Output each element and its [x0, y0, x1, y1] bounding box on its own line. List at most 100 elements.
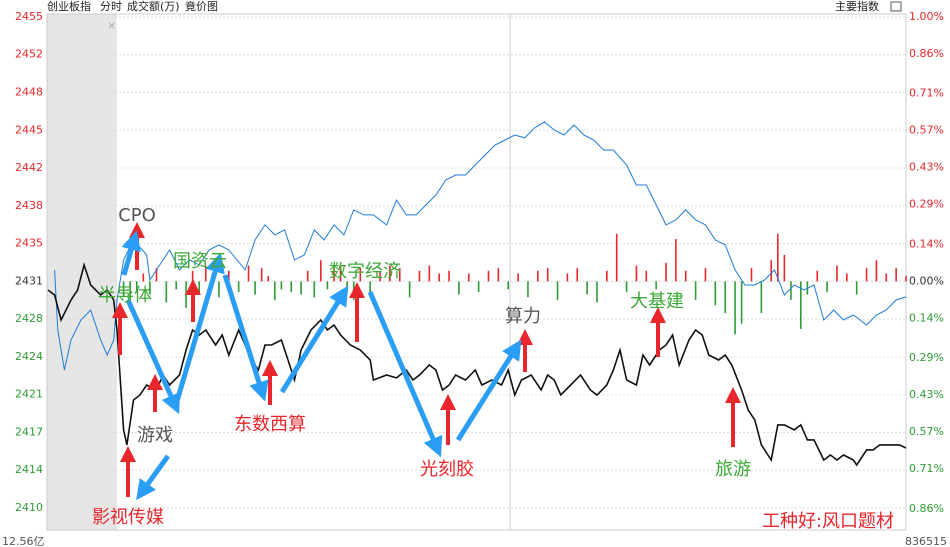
annotation: 半导体 [98, 285, 152, 306]
price-line [54, 121, 907, 371]
bar [734, 281, 736, 335]
bar [359, 268, 362, 282]
index-menu[interactable]: 主要指数 [835, 0, 879, 13]
bar [776, 233, 779, 282]
bar [346, 281, 348, 292]
bar [477, 281, 480, 292]
y2-tick-label: 0.14% [909, 311, 944, 324]
tab[interactable]: 成交额(万) [127, 0, 180, 13]
y-tick-label: 2414 [15, 463, 43, 476]
bar [675, 239, 677, 282]
bar [185, 281, 187, 308]
y-tick-label: 2435 [15, 237, 43, 250]
bar [770, 260, 773, 282]
bar [895, 268, 897, 282]
bar [816, 270, 819, 282]
bar [684, 270, 687, 282]
annotation: 游戏 [137, 425, 173, 446]
bar [227, 270, 230, 282]
menu-icon[interactable] [890, 1, 902, 12]
bar [379, 270, 381, 282]
bar [467, 273, 470, 282]
annotation: CPO [118, 205, 156, 226]
y2-tick-label: 0.29% [909, 198, 944, 211]
y2-tick-label: 0.86% [909, 502, 944, 515]
bar [507, 281, 510, 290]
bar [218, 281, 220, 298]
y-tick-label: 2428 [15, 312, 43, 325]
close-icon[interactable]: × [107, 19, 116, 32]
y-tick-label: 2442 [15, 161, 43, 174]
y-tick-label: 2410 [15, 501, 43, 514]
bar [905, 276, 907, 282]
bar [826, 281, 828, 292]
tab[interactable]: 分时 [100, 0, 122, 13]
bar [875, 260, 878, 282]
tab[interactable]: 竟价图 [185, 0, 218, 13]
bar [408, 281, 411, 298]
bar [724, 281, 726, 314]
bar [254, 281, 256, 295]
bar [556, 281, 559, 300]
y2-tick-label: 0.86% [909, 47, 944, 60]
bar [155, 268, 158, 282]
annotation: 光刻胶 [420, 459, 474, 480]
annotation: 旅游 [715, 459, 751, 480]
footer-right: 836515 [905, 535, 947, 547]
bar [135, 281, 138, 292]
bar [527, 281, 529, 298]
annotation: 算力 [505, 306, 541, 327]
bar [237, 281, 240, 292]
y2-tick-label: 0.71% [909, 462, 944, 475]
annotation: 国资云 [173, 251, 227, 272]
annotation: 数字经济 [329, 261, 401, 282]
y-tick-label: 2424 [15, 350, 43, 363]
arrow [367, 291, 443, 458]
price-line [47, 262, 907, 467]
arrow [279, 285, 349, 394]
bar [428, 265, 431, 282]
bar [537, 270, 539, 282]
bar [546, 268, 549, 282]
arrow [455, 339, 522, 442]
footer-left: 12.56亿 [2, 535, 45, 547]
bar [320, 260, 322, 282]
y2-tick-label: 0.71% [909, 87, 944, 100]
bar [790, 281, 792, 300]
bar [596, 281, 598, 303]
bar [760, 281, 763, 314]
arrow [222, 274, 269, 402]
bar [750, 268, 753, 282]
arrow [121, 230, 141, 276]
y2-tick-label: 0.57% [909, 425, 944, 438]
bar [645, 270, 648, 282]
bar [448, 270, 450, 282]
bar [274, 281, 276, 300]
bar [586, 281, 588, 295]
y-tick-label: 2445 [15, 123, 43, 136]
bar [333, 268, 335, 282]
bar [175, 281, 177, 290]
bar [389, 265, 391, 282]
bar [300, 281, 302, 295]
bar [142, 273, 145, 282]
bar [576, 268, 579, 282]
bar [635, 265, 638, 282]
bar [149, 281, 151, 295]
bar [694, 281, 697, 300]
chart-title: 创业板指 [47, 0, 91, 13]
arrow [136, 454, 171, 501]
bar [497, 268, 500, 282]
bar [615, 233, 618, 282]
bar [418, 270, 421, 282]
annotation: 工种好:风口题材 [762, 511, 894, 532]
bar [836, 265, 838, 282]
bar [885, 273, 888, 282]
y-tick-label: 2448 [15, 86, 43, 99]
bar [665, 262, 667, 282]
y-tick-label: 2452 [15, 48, 43, 61]
bar [855, 281, 858, 295]
bar [398, 268, 401, 282]
annotation: 东数西算 [234, 414, 306, 435]
bar [290, 281, 293, 292]
